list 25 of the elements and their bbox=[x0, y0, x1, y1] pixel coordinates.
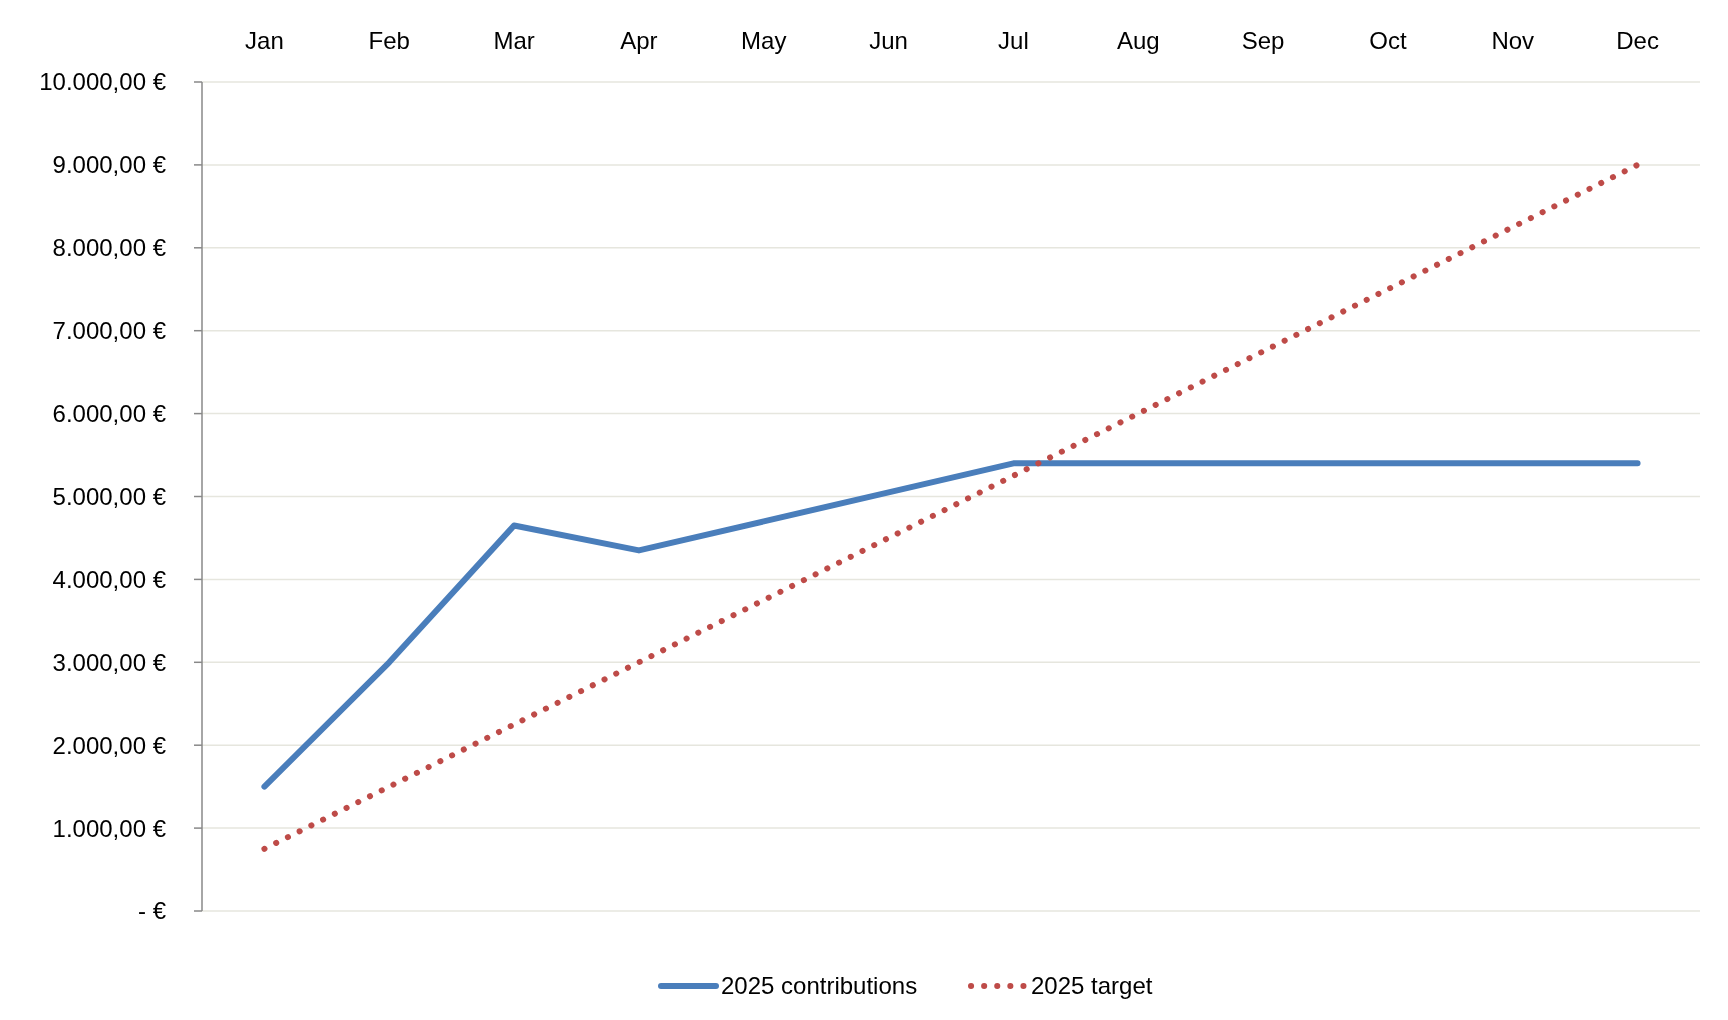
y-tick-label: 10.000,00 € bbox=[39, 68, 167, 96]
y-tick-label: 2.000,00 € bbox=[52, 731, 167, 759]
x-tick-label: Feb bbox=[368, 27, 410, 54]
y-tick-label: 9.000,00 € bbox=[52, 151, 167, 179]
x-tick-label: Mar bbox=[493, 27, 535, 54]
y-tick-label: 1.000,00 € bbox=[52, 814, 167, 842]
y-tick-label: 4.000,00 € bbox=[52, 565, 167, 593]
x-tick-label: Jan bbox=[245, 27, 284, 54]
x-tick-label: Oct bbox=[1369, 27, 1407, 54]
y-tick-label: 5.000,00 € bbox=[52, 482, 167, 510]
x-tick-label: Sep bbox=[1241, 27, 1285, 54]
x-tick-label: May bbox=[741, 27, 787, 54]
y-tick-label: 6.000,00 € bbox=[52, 400, 167, 427]
legend-label: 2025 target bbox=[1031, 972, 1153, 1000]
y-tick-label: 8.000,00 € bbox=[52, 234, 167, 262]
legend-label: 2025 contributions bbox=[721, 972, 918, 1000]
y-tick-label: 7.000,00 € bbox=[52, 317, 167, 345]
x-tick-label: Aug bbox=[1116, 27, 1160, 54]
x-tick-label: Jun bbox=[869, 27, 908, 54]
x-tick-label: Apr bbox=[620, 27, 658, 54]
x-tick-label: Dec bbox=[1616, 27, 1659, 54]
y-tick-label: 3.000,00 € bbox=[52, 648, 167, 676]
y-tick-label: - € bbox=[137, 897, 167, 925]
x-tick-label: Jul bbox=[998, 27, 1029, 54]
x-tick-label: Nov bbox=[1491, 27, 1535, 54]
